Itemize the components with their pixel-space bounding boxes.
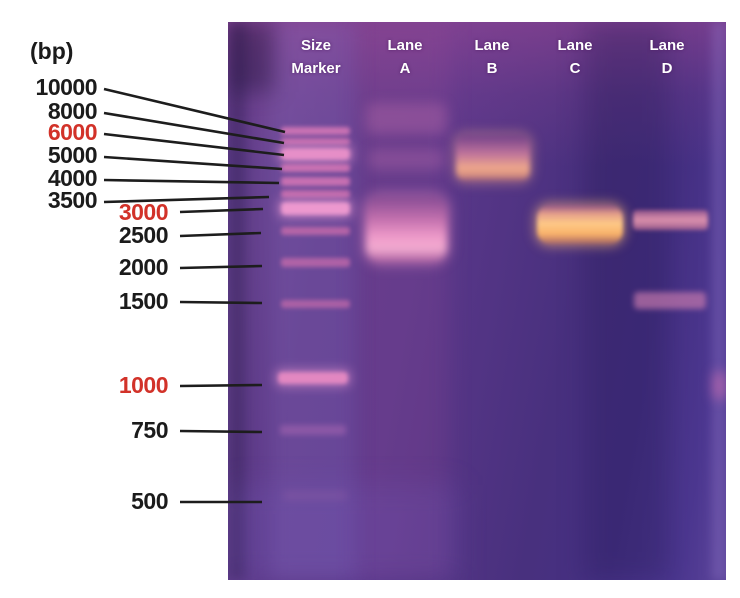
gel-band-marker [281, 190, 350, 198]
lane-header-a: Lane A [350, 34, 460, 80]
ladder-label-8000: 8000 [47, 98, 98, 124]
gel-streak-lane-a [358, 22, 450, 580]
gel-band-marker [281, 258, 350, 267]
lane-header-line2: B [486, 60, 498, 77]
gel-band-marker [281, 300, 350, 308]
gel-band-a [368, 149, 445, 170]
ladder-label-750: 750 [131, 417, 168, 443]
lane-header-line2: D [661, 60, 673, 77]
ladder-label-4000: 4000 [47, 165, 98, 191]
gel-streak-marker-lane [270, 22, 356, 580]
gel-image: Size Marker Lane A Lane B Lane C Lane D [228, 22, 726, 580]
gel-band-marker [283, 491, 347, 500]
ladder-label-3000: 3000 [118, 199, 169, 225]
lane-header-line1: Lane [649, 37, 685, 54]
gel-band-marker [281, 202, 350, 215]
lane-header-line1: Lane [387, 37, 423, 54]
gel-band-marker [280, 425, 346, 435]
gel-band-b [456, 135, 530, 181]
gel-band-marker [281, 148, 350, 160]
lane-header-line2: C [569, 60, 581, 77]
lane-header-line1: Lane [474, 37, 510, 54]
ladder-label-1000: 1000 [118, 372, 169, 398]
gel-band-marker [281, 227, 350, 235]
ladder-label-5000: 5000 [47, 142, 98, 168]
gel-patch-bottom [228, 485, 458, 580]
ladder-label-10000: 10000 [35, 74, 98, 100]
gel-band-marker [281, 164, 350, 172]
lane-header-b: Lane B [437, 34, 547, 80]
gel-streak-right-edge [712, 22, 726, 580]
ladder-label-3500: 3500 [47, 187, 98, 213]
ladder-label-6000: 6000 [47, 119, 98, 145]
lane-header-line2: Marker [291, 60, 341, 77]
gel-streak-left-dark [228, 22, 246, 580]
lane-header-line1: Lane [557, 37, 593, 54]
gel-band-marker [281, 138, 350, 145]
ladder-label-2000: 2000 [118, 254, 169, 280]
gel-band-c [537, 205, 623, 244]
gel-band-marker [281, 177, 350, 186]
lane-header-d: Lane D [612, 34, 722, 80]
lane-header-line1: Size [300, 37, 331, 54]
ladder-label-1500: 1500 [118, 288, 169, 314]
bp-unit-label: (bp) [30, 38, 74, 64]
gel-band-a [366, 196, 447, 262]
gel-band-marker [278, 372, 348, 384]
lane-header-line2: A [399, 60, 411, 77]
gel-band-marker [281, 127, 350, 135]
ladder-label-500: 500 [131, 488, 168, 514]
lane-header-marker: Size Marker [261, 34, 371, 80]
gel-band-a [366, 103, 447, 134]
gel-streak-mid-dark [584, 22, 670, 580]
lane-header-c: Lane C [520, 34, 630, 80]
gel-band-d [633, 210, 708, 230]
gel-band-edge [713, 371, 726, 400]
gel-band-d [634, 292, 706, 309]
ladder-label-2500: 2500 [118, 222, 169, 248]
